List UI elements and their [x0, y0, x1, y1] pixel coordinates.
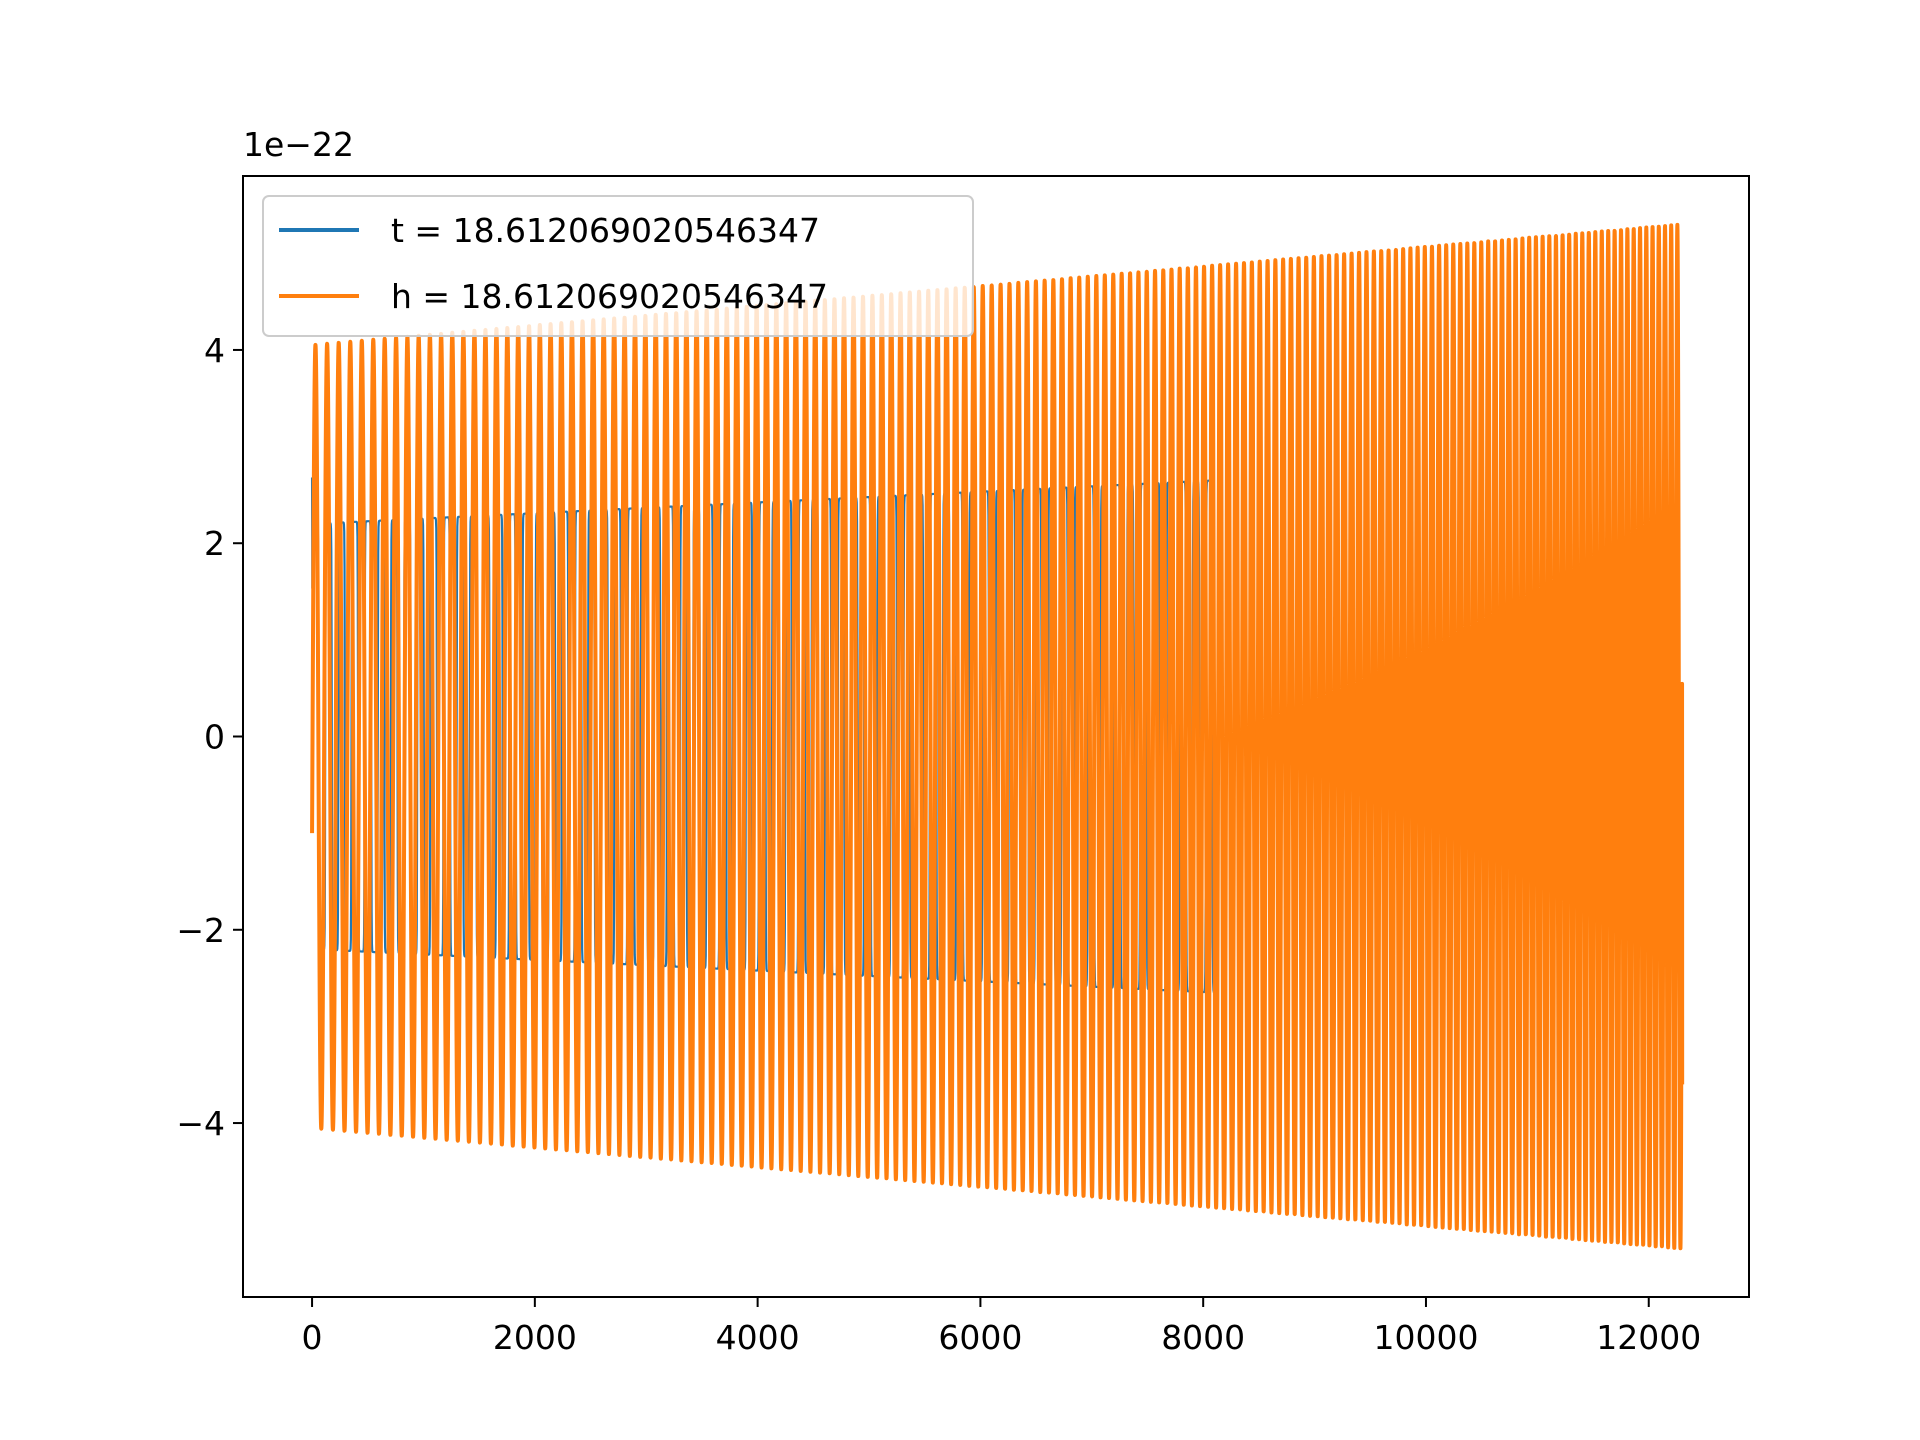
series-layer [310, 222, 1685, 1251]
x-axis: 0 2000 4000 6000 8000 10000 12000 [302, 1297, 1701, 1357]
x-tick-label: 2000 [493, 1318, 577, 1357]
x-tick-label: 12000 [1596, 1318, 1701, 1357]
legend: t = 18.612069020546347 h = 18.61206902054… [262, 195, 974, 337]
x-tick-label: 4000 [716, 1318, 800, 1357]
legend-label: h = 18.612069020546347 [391, 277, 828, 316]
x-tick-label: 10000 [1373, 1318, 1478, 1357]
y-tick-label: 0 [204, 718, 225, 757]
x-tick-label: 0 [302, 1318, 323, 1357]
y-tick-label: 4 [204, 331, 225, 370]
y-tick-label: −2 [176, 911, 225, 950]
x-tick-label: 8000 [1161, 1318, 1245, 1357]
legend-box [262, 195, 974, 337]
y-axis: −4 −2 0 2 4 [176, 331, 243, 1143]
y-tick-label: −4 [176, 1104, 225, 1143]
x-tick-label: 6000 [938, 1318, 1022, 1357]
y-axis-offset-label: 1e−22 [243, 125, 354, 164]
legend-label: t = 18.612069020546347 [391, 211, 820, 250]
y-tick-label: 2 [204, 524, 225, 563]
series-line-h [310, 222, 1685, 1251]
